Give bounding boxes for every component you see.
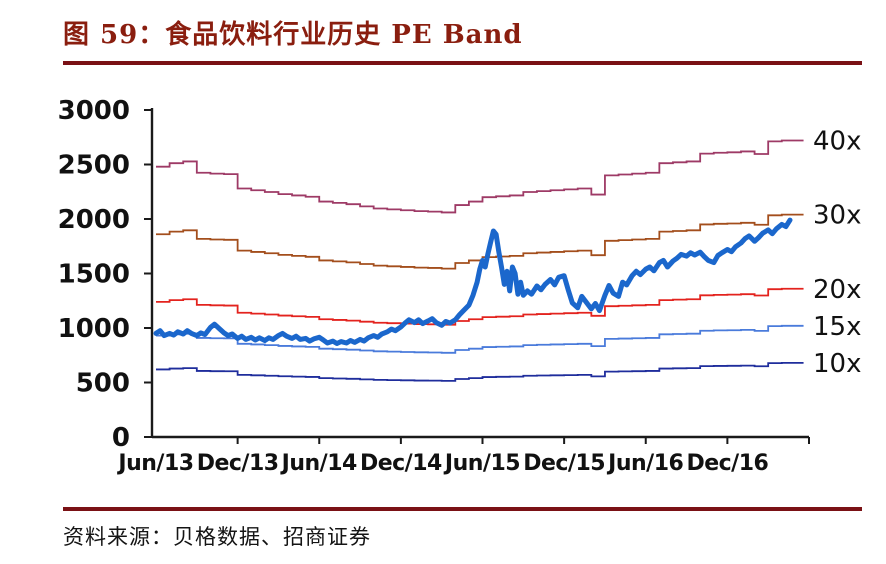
source-divider bbox=[63, 507, 862, 511]
x-tick-label: Dec/16 bbox=[686, 451, 768, 476]
figure-title: 图 59：食品饮料行业历史 PE Band bbox=[63, 20, 523, 50]
source-text: 资料来源：贝格数据、招商证券 bbox=[63, 525, 371, 549]
y-tick-label: 0 bbox=[112, 423, 130, 453]
pe-band-line-40x bbox=[156, 139, 804, 214]
band-label-20x: 20x bbox=[813, 275, 861, 305]
price-line bbox=[153, 217, 793, 346]
pe-band-line-20x bbox=[156, 287, 804, 326]
y-tick-label: 1500 bbox=[58, 260, 130, 290]
y-tick-label: 2500 bbox=[58, 151, 130, 181]
y-tick-label: 1000 bbox=[58, 314, 130, 344]
band-label-10x: 10x bbox=[813, 349, 861, 379]
pe-band-chart-container: 0 500 1000 1500 2000 2500 3000 Jun/13 Dec/13 Jun/… bbox=[0, 80, 886, 500]
x-tick-label: Jun/13 bbox=[116, 451, 193, 476]
title-divider bbox=[63, 61, 862, 65]
y-tick-label: 2000 bbox=[58, 205, 130, 235]
x-tick-label: Dec/15 bbox=[523, 451, 605, 476]
x-tick-label: Dec/14 bbox=[360, 451, 442, 476]
band-label-40x: 40x bbox=[813, 127, 861, 157]
band-label-15x: 15x bbox=[813, 312, 861, 342]
pe-band-line-15x bbox=[156, 324, 804, 354]
x-tick-label: Jun/15 bbox=[443, 451, 520, 476]
x-tick-label: Jun/16 bbox=[606, 451, 683, 476]
y-tick-label: 3000 bbox=[58, 96, 130, 126]
band-label-30x: 30x bbox=[813, 201, 861, 231]
x-tick-label: Jun/14 bbox=[280, 451, 357, 476]
pe-band-line-10x bbox=[156, 361, 804, 382]
y-tick-label: 500 bbox=[76, 369, 130, 399]
x-tick-label: Dec/13 bbox=[197, 451, 279, 476]
